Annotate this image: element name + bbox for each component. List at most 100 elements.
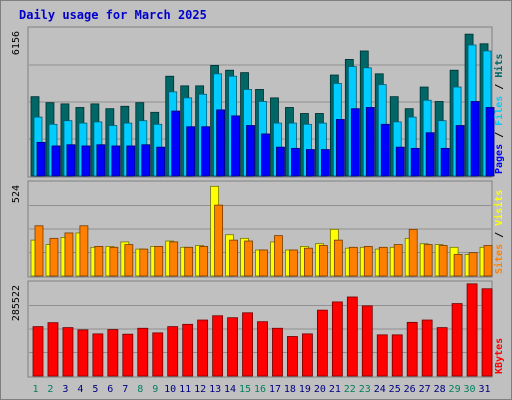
sites-bar [139,248,149,277]
sites-bar [363,246,373,277]
pages-bar [231,115,240,177]
legend-separator: / [494,78,505,96]
kbytes-bar [47,322,59,377]
sites-bar [94,246,104,277]
max-label: 285522 [11,285,22,321]
pages-bar [291,147,300,177]
sites-bar [214,204,224,277]
pages-bar [156,146,166,177]
kbytes-bar [107,329,119,377]
sites-bar [169,241,179,277]
kbytes-bar [287,336,298,377]
sites-bar [124,244,134,277]
pages-bar [485,107,495,177]
pages-bar [470,101,480,177]
kbytes-bar [77,329,89,377]
kbytes-bar [376,334,388,377]
kbytes-bar [242,312,253,377]
sites-bar [274,235,283,277]
kbytes-bar [152,332,164,377]
pages-bar [440,147,450,177]
sites-bar [393,244,403,277]
pages-bar [276,146,285,177]
kbytes-bar [227,317,238,377]
kbytes-bar [466,283,478,377]
kbytes-bar [272,327,283,377]
pages-bar [455,125,465,177]
pages-bar [380,123,390,177]
pages-bar [96,144,106,177]
legend-files: Files [493,96,505,126]
day-label: 20 [314,384,326,395]
sites-bar [109,246,119,277]
kbytes-bar [167,326,179,377]
pages-bar [51,145,61,177]
pages-bar [186,126,196,177]
kbytes-bar [436,327,448,377]
series-legend: Sites / Visits [493,190,505,274]
kbytes-bar [361,305,373,377]
pages-bar [320,149,330,177]
day-label: 15 [239,384,251,395]
day-label: 17 [269,384,281,395]
kbytes-bar [302,333,313,377]
day-label: 9 [152,384,158,395]
day-label: 28 [434,384,446,395]
kbytes-bar [197,319,209,377]
kbytes-bar [421,319,433,377]
pages-bar [306,149,315,177]
max-label: 6156 [11,31,22,55]
day-label: 1 [32,384,38,395]
pages-bar [261,133,270,177]
chart-title: Daily usage for March 2025 [19,8,207,22]
day-label: 10 [164,384,176,395]
kbytes-bar [137,327,149,377]
day-label: 14 [224,384,236,395]
sites-bar [199,246,209,277]
sites-bar [34,225,44,277]
pages-bar [171,110,181,177]
pages-bar [141,144,151,177]
sites-bar [378,246,388,277]
sites-bar [468,252,478,277]
day-label: 4 [77,384,83,395]
legend-pages: Pages [494,144,505,174]
day-label: 29 [449,384,461,395]
day-label: 26 [404,384,416,395]
sites-bar [333,239,343,277]
day-label: 7 [122,384,128,395]
pages-bar [246,125,255,177]
pages-bar [201,126,211,177]
sites-bar [423,244,433,277]
sites-bar [64,232,74,277]
kbytes-bar [92,333,104,377]
legend-separator: / [494,226,505,244]
sites-bar [348,246,358,277]
day-label: 8 [137,384,143,395]
day-label: 5 [92,384,98,395]
pages-bar [36,141,46,177]
pages-bar [66,144,76,177]
series-legend: Pages / Files / Hits [493,54,505,174]
day-label: 11 [179,384,191,395]
pages-bar [395,146,405,177]
pages-bar [81,145,91,177]
legend-hits: Hits [493,54,505,78]
day-label: 27 [419,384,431,395]
day-label: 6 [107,384,113,395]
pages-bar [216,109,226,177]
sites-bar [259,249,268,277]
kbytes-bar [62,327,74,377]
pages-bar [410,147,420,177]
sites-bar [289,249,298,277]
sites-bar [49,237,59,277]
pages-bar [126,145,136,177]
sites-bar [229,239,238,277]
kbytes-bar [331,301,343,377]
day-label: 19 [299,384,311,395]
legend-kbytes: KBytes [494,338,505,374]
sites-bar [408,228,418,277]
day-label: 24 [374,384,386,395]
day-label: 2 [47,384,53,395]
